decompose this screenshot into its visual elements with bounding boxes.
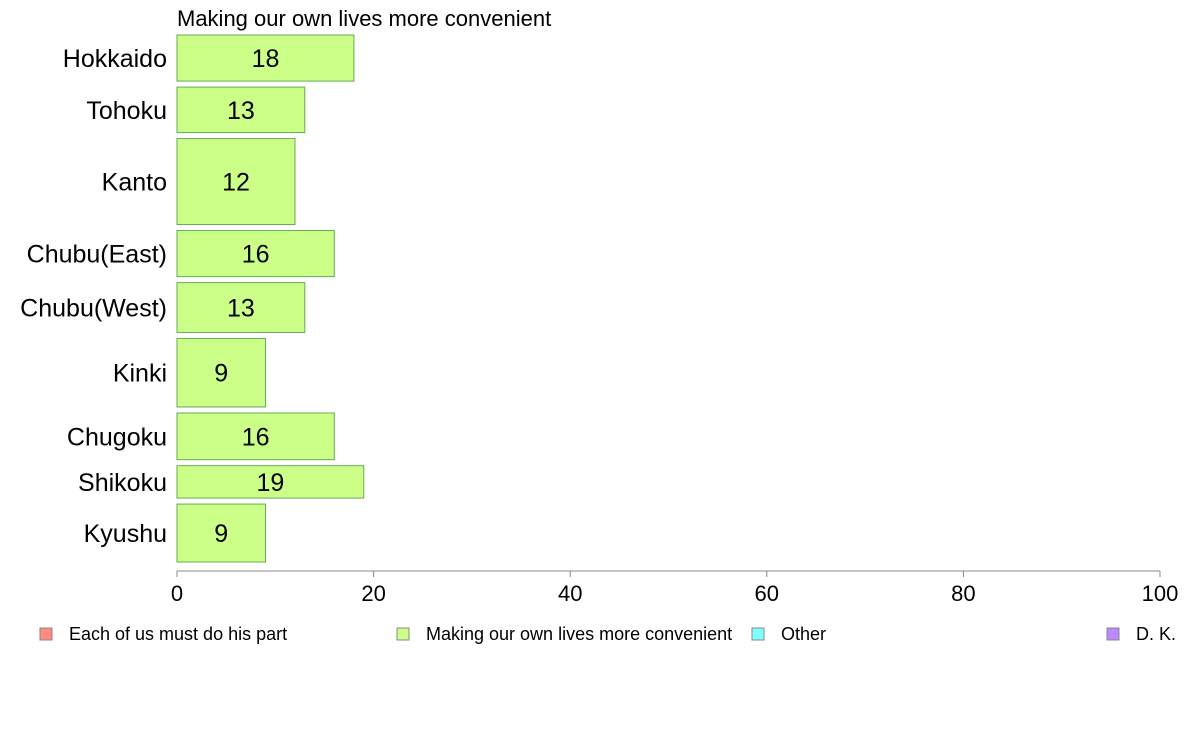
chart-title: Making our own lives more convenient	[177, 6, 551, 31]
x-tick-label: 20	[361, 581, 385, 606]
legend-label: Other	[781, 624, 826, 644]
x-tick-label: 60	[755, 581, 779, 606]
x-tick-label: 40	[558, 581, 582, 606]
bar	[176, 34, 355, 82]
category-label: Hokkaido	[63, 45, 167, 73]
legend-swatch	[396, 627, 410, 641]
category-label: Kyushu	[84, 520, 167, 548]
bar-value-label: 9	[214, 520, 228, 548]
bar	[176, 230, 335, 278]
bar	[176, 412, 335, 461]
legend-swatch	[1106, 627, 1120, 641]
legend-swatch	[751, 627, 765, 641]
bar-value-label: 18	[252, 45, 280, 73]
category-label: Chubu(East)	[27, 241, 167, 269]
bar	[176, 337, 266, 408]
bar	[176, 86, 306, 134]
category-label: Shikoku	[78, 469, 167, 497]
bars-layer: 18 Hokkaido 13 Tohoku 12 Kanto 16 Chubu(East) 13…	[20, 34, 365, 563]
legend-swatch	[39, 627, 53, 641]
x-tick-label: 100	[1142, 581, 1179, 606]
legend-label: D. K.	[1136, 624, 1176, 644]
bar	[176, 282, 306, 333]
bar	[176, 138, 296, 226]
category-label: Kinki	[113, 360, 167, 388]
legend-label: Making our own lives more convenient	[426, 624, 732, 644]
bar-value-label: 13	[227, 295, 255, 323]
bar-value-label: 13	[227, 97, 255, 125]
legend-label: Each of us must do his part	[69, 624, 287, 644]
bar-value-label: 12	[222, 169, 250, 197]
legend: Each of us must do his part Making our ow…	[39, 624, 1176, 644]
bar	[176, 503, 266, 563]
category-label: Kanto	[102, 169, 167, 197]
category-label: Tohoku	[86, 97, 167, 125]
x-tick-label: 80	[951, 581, 975, 606]
x-axis: 0 20 40 60 80 100	[171, 570, 1179, 606]
category-label: Chugoku	[67, 423, 167, 451]
bar-value-label: 16	[242, 423, 270, 451]
category-label: Chubu(West)	[20, 295, 167, 323]
x-tick-label: 0	[171, 581, 183, 606]
bar	[176, 465, 365, 499]
bar-value-label: 9	[214, 360, 228, 388]
bar-value-label: 19	[256, 469, 284, 497]
bar-value-label: 16	[242, 241, 270, 269]
